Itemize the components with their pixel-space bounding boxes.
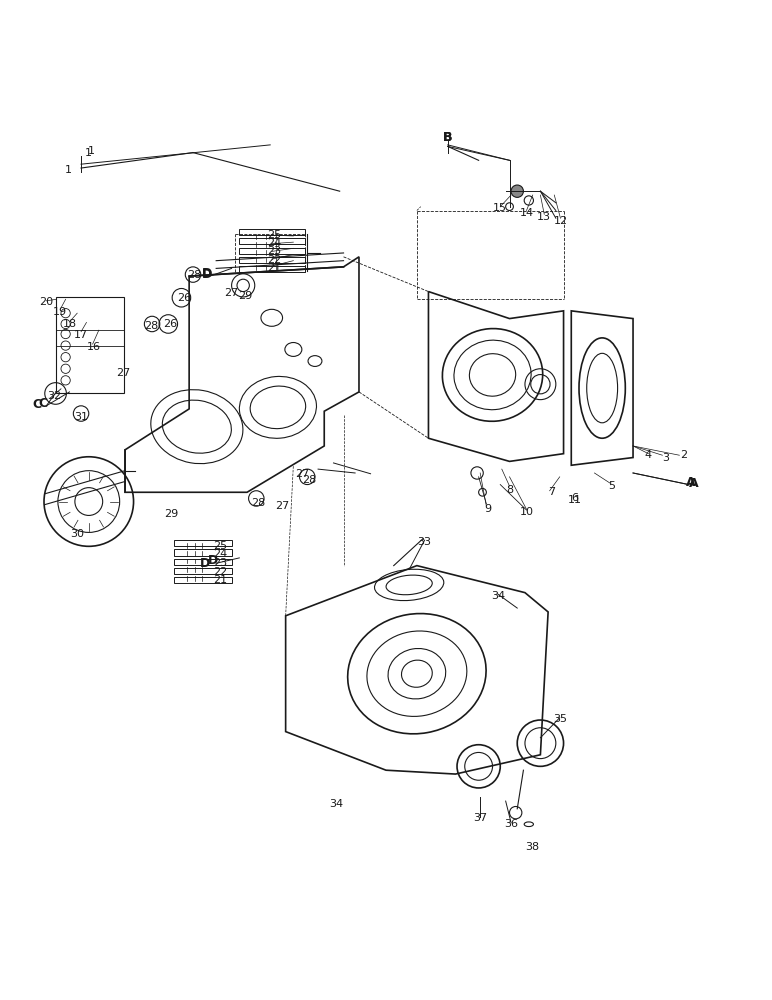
Text: B: B	[443, 131, 452, 144]
Bar	[174, 559, 232, 565]
Text: 36: 36	[504, 819, 518, 829]
Text: 38: 38	[526, 842, 540, 852]
Text: 23: 23	[267, 246, 281, 256]
Text: 3: 3	[662, 453, 669, 463]
Text: A: A	[686, 476, 696, 489]
Text: 25: 25	[213, 541, 227, 551]
Text: 21: 21	[267, 263, 281, 273]
Text: 18: 18	[63, 319, 77, 329]
Polygon shape	[286, 566, 548, 774]
Text: 11: 11	[567, 495, 581, 505]
Text: 27: 27	[225, 288, 239, 298]
Bar	[239, 238, 305, 244]
Text: 32: 32	[47, 391, 61, 401]
Text: D: D	[201, 267, 212, 280]
Text: 25: 25	[267, 230, 281, 240]
Text: 24: 24	[213, 549, 227, 559]
Text: 26: 26	[177, 293, 191, 303]
Text: 27: 27	[296, 469, 310, 479]
Bar	[239, 266, 305, 272]
Text: 20: 20	[39, 297, 53, 307]
Bar	[239, 257, 305, 263]
Text: 22: 22	[213, 567, 227, 577]
Text: 27: 27	[276, 501, 290, 511]
Polygon shape	[125, 257, 359, 492]
Polygon shape	[428, 292, 564, 461]
Text: 15: 15	[493, 203, 506, 213]
Text: 28: 28	[302, 475, 316, 485]
Bar	[56, 297, 124, 393]
Text: 1: 1	[87, 146, 95, 156]
Text: 26: 26	[163, 319, 177, 329]
Text: 31: 31	[74, 412, 88, 422]
Text: 16: 16	[86, 342, 100, 352]
Text: D: D	[208, 554, 218, 567]
Text: 22: 22	[267, 255, 281, 265]
Text: 10: 10	[520, 507, 533, 517]
Text: 2: 2	[679, 450, 687, 460]
Bar	[174, 577, 232, 583]
Text: 28: 28	[144, 321, 158, 331]
Text: 7: 7	[547, 487, 555, 497]
Text: B: B	[443, 131, 452, 144]
Bar	[174, 568, 232, 574]
Text: 34: 34	[329, 799, 343, 809]
Text: 13: 13	[537, 212, 551, 222]
Text: 14: 14	[520, 208, 533, 218]
Text: D: D	[199, 557, 210, 570]
Text: 34: 34	[491, 591, 505, 601]
Text: 17: 17	[74, 330, 88, 340]
Text: C: C	[32, 398, 42, 411]
Text: 29: 29	[239, 291, 252, 301]
Text: 5: 5	[608, 481, 615, 491]
Bar	[174, 549, 232, 556]
Text: A: A	[689, 477, 698, 490]
Bar	[239, 229, 305, 235]
Text: 27: 27	[117, 368, 130, 378]
Polygon shape	[571, 311, 633, 465]
Text: 37: 37	[473, 813, 487, 823]
Text: 9: 9	[484, 504, 492, 514]
Text: 28: 28	[251, 498, 265, 508]
Text: 8: 8	[506, 485, 513, 495]
Text: 33: 33	[418, 537, 432, 547]
Text: 30: 30	[70, 529, 84, 539]
Text: 24: 24	[267, 238, 281, 248]
Text: 1: 1	[64, 165, 72, 175]
Text: 23: 23	[213, 558, 227, 568]
Text: 29: 29	[164, 509, 178, 519]
Text: 12: 12	[554, 216, 567, 226]
Text: 28: 28	[188, 270, 201, 280]
Text: 6: 6	[571, 493, 579, 503]
Bar	[239, 248, 305, 254]
Text: 21: 21	[213, 575, 227, 585]
Text: 1: 1	[85, 148, 93, 158]
Text: 19: 19	[52, 307, 66, 317]
Text: 4: 4	[645, 450, 652, 460]
Circle shape	[511, 185, 523, 197]
Text: 35: 35	[553, 714, 567, 724]
Bar	[174, 540, 232, 546]
Text: C: C	[39, 397, 48, 410]
Text: D: D	[201, 268, 212, 281]
